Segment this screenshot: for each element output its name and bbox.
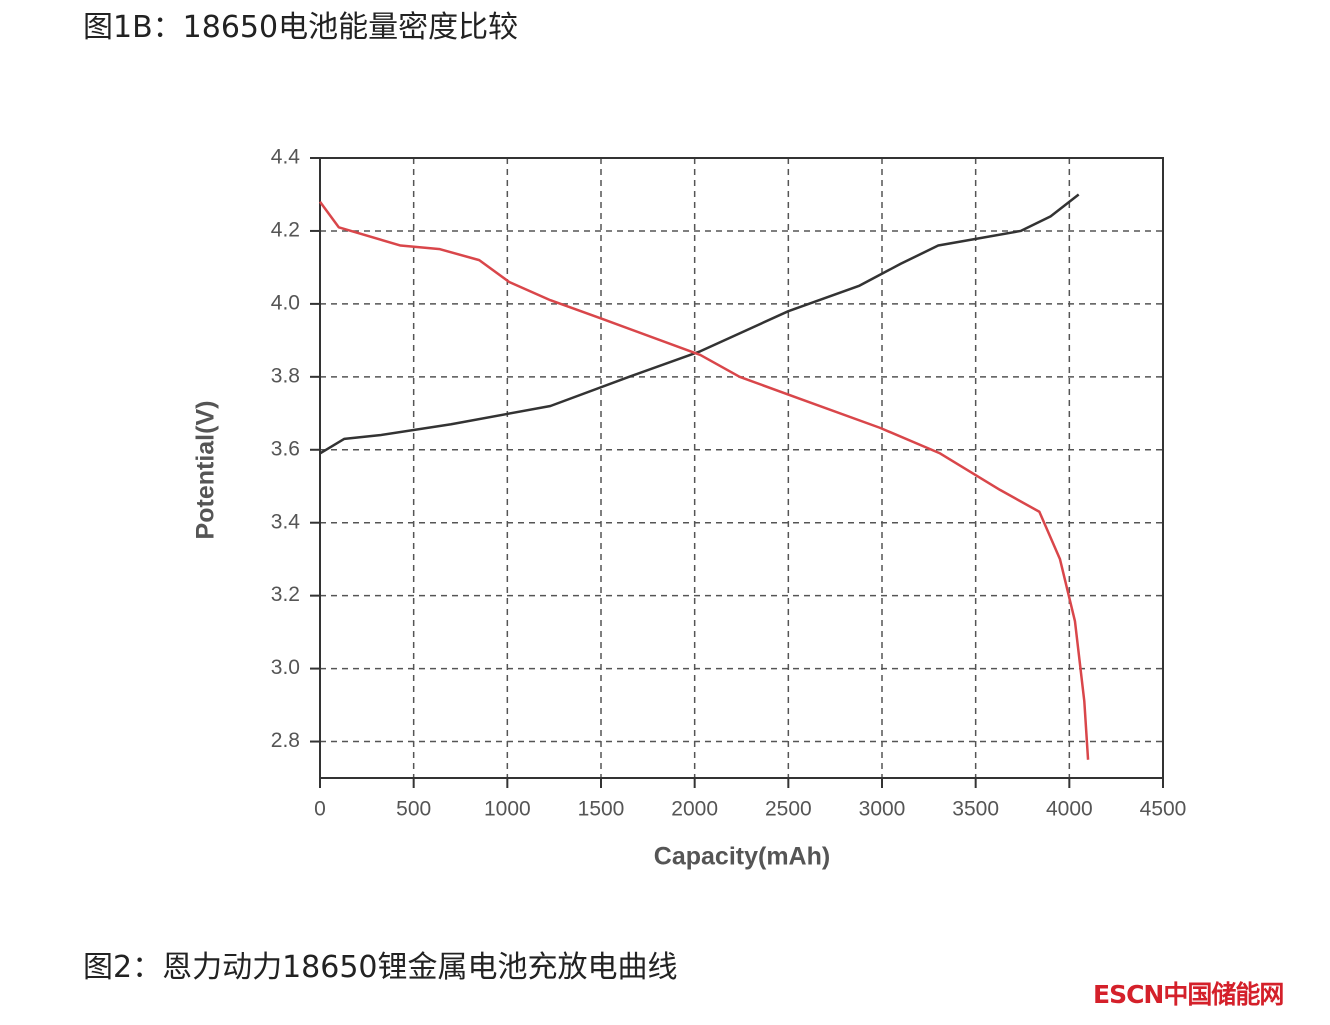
x-tick-label: 1000 — [484, 798, 531, 821]
x-tick-label: 4500 — [1140, 798, 1187, 821]
x-tick-label: 2000 — [671, 798, 718, 821]
plot-frame — [319, 157, 1164, 779]
x-axis-label: Capacity(mAh) — [654, 843, 830, 871]
y-tick-label: 3.0 — [271, 656, 300, 679]
x-tick-label: 4000 — [1046, 798, 1093, 821]
x-tick-label: 1500 — [578, 798, 625, 821]
y-tick-label: 3.2 — [271, 583, 300, 606]
y-tick-label: 4.0 — [271, 291, 300, 314]
header-title: 图1B：18650电池能量密度比较 — [83, 10, 519, 45]
x-tick-label: 2500 — [765, 798, 812, 821]
y-tick-label: 4.4 — [271, 146, 301, 169]
data-line — [319, 193, 1080, 455]
x-tick-label: 500 — [396, 798, 431, 821]
y-axis-label: Potential(V) — [192, 401, 220, 540]
data-line — [318, 201, 1090, 760]
y-tick-label: 2.8 — [271, 729, 300, 752]
y-tick-label: 4.2 — [271, 218, 300, 241]
y-tick-label: 3.4 — [271, 510, 301, 533]
x-tick-label: 3500 — [952, 798, 999, 821]
watermark: ESCN中国储能网 — [1093, 980, 1284, 1009]
y-tick-label: 3.6 — [271, 437, 300, 460]
x-tick-label: 0 — [314, 798, 326, 821]
caption: 图2：恩力动力18650锂金属电池充放电曲线 — [83, 950, 678, 985]
y-tick-label: 3.8 — [271, 364, 300, 387]
x-tick-label: 3000 — [859, 798, 906, 821]
